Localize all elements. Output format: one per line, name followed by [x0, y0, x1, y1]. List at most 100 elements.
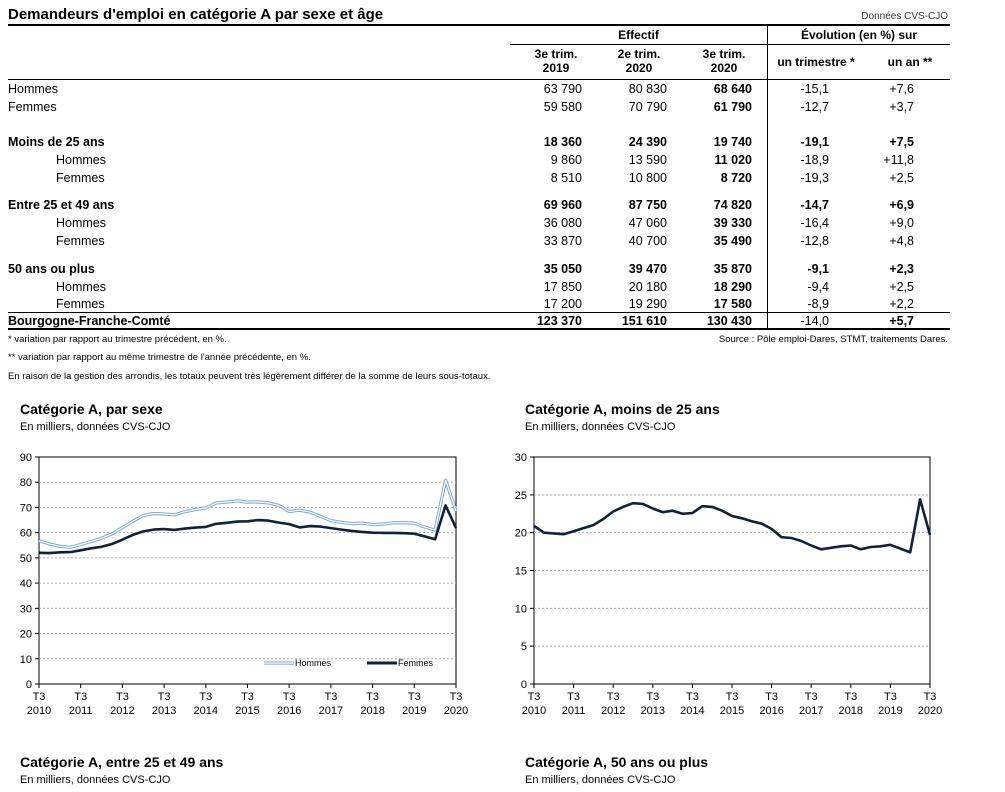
row-label: Hommes	[56, 216, 107, 230]
cell-a: +7,6	[889, 82, 914, 96]
table-row: Entre 25 et 49 ans 69 960 87 750 74 820 -14,…	[8, 198, 950, 216]
x-tick-label-top: T3	[33, 691, 46, 703]
y-tick-label: 60	[20, 528, 32, 540]
row-label: Bourgogne-Franche-Comté	[8, 314, 171, 328]
cell-t: -16,4	[800, 216, 830, 230]
series-line-hommes	[38, 479, 457, 548]
x-tick-label-top: T3	[283, 691, 296, 703]
col-header-q3: 3e trim. 2020	[688, 47, 760, 75]
table-row: Hommes 9 860 13 590 11 020 -18,9 +11,8	[8, 153, 950, 171]
x-tick-label-top: T3	[450, 691, 463, 703]
chart-sexe-subtitle: En milliers, données CVS-CJO	[20, 421, 171, 433]
col-header-an: un an **	[887, 55, 933, 69]
cell-t: -15,1	[800, 82, 830, 96]
x-tick-label-top: T3	[528, 691, 541, 703]
source-note: Source : Pôle emploi-Dares, STMT, traite…	[718, 334, 948, 345]
cell-v1: 33 870	[543, 234, 582, 248]
cell-v1: 35 050	[543, 262, 582, 276]
table-row: Bourgogne-Franche-Comté 123 370 151 610 130…	[8, 314, 950, 332]
chart-50plus-title: Catégorie A, 50 ans ou plus	[525, 754, 709, 770]
y-tick-label: 10	[20, 654, 32, 666]
col-header-q1: 3e trim. 2019	[520, 47, 592, 75]
x-tick-label-top: T3	[884, 691, 897, 703]
note-annee: ** variation par rapport au même trimest…	[8, 352, 311, 363]
cell-v3: 39 330	[713, 216, 752, 230]
cell-a: +4,8	[889, 234, 914, 248]
y-tick-label: 20	[515, 528, 527, 540]
row-label: Moins de 25 ans	[8, 135, 105, 149]
col-header-q1-line2: 2019	[542, 61, 570, 75]
x-tick-label-year: 2011	[562, 705, 586, 717]
chart-moins25-subtitle: En milliers, données CVS-CJO	[525, 421, 676, 433]
x-tick-label-top: T3	[844, 691, 857, 703]
x-tick-label-year: 2012	[601, 705, 625, 717]
cell-a: +2,5	[889, 280, 914, 294]
x-tick-label-top: T3	[199, 691, 212, 703]
x-tick-label-top: T3	[646, 691, 659, 703]
cell-v2: 47 060	[628, 216, 667, 230]
cell-t: -12,8	[800, 234, 830, 248]
series-line-value	[533, 498, 932, 554]
col-header-q3-line2: 2020	[710, 61, 738, 75]
cell-t: -19,1	[800, 135, 830, 149]
row-label: Femmes	[56, 234, 105, 248]
cell-t: -9,4	[807, 280, 829, 294]
y-tick-label: 0	[521, 679, 527, 691]
total-top-rule	[8, 312, 950, 313]
cell-a: +6,9	[889, 198, 914, 212]
cell-v1: 123 370	[536, 314, 582, 328]
cell-v2: 80 830	[628, 82, 667, 96]
cell-a: +5,7	[889, 314, 914, 328]
table-row: Hommes 36 080 47 060 39 330 -16,4 +9,0	[8, 216, 950, 234]
table-row: Moins de 25 ans 18 360 24 390 19 740 -19,1 +7…	[8, 135, 950, 153]
cell-a: +2,3	[889, 262, 914, 276]
cell-v2: 70 790	[628, 100, 667, 114]
x-tick-label-top: T3	[567, 691, 580, 703]
x-tick-label-year: 2017	[319, 705, 343, 717]
cell-v3: 18 290	[713, 280, 752, 294]
cell-v3: 19 740	[713, 135, 752, 149]
y-tick-label: 5	[521, 641, 527, 653]
row-label: Hommes	[56, 280, 107, 294]
x-tick-label-top: T3	[241, 691, 254, 703]
chart-moins25-title: Catégorie A, moins de 25 ans	[525, 401, 720, 417]
x-tick-label-year: 2018	[839, 705, 863, 717]
cell-t: -19,3	[800, 171, 830, 185]
header-bottom-rule	[8, 79, 950, 80]
x-tick-label-top: T3	[607, 691, 620, 703]
note-arrondis: En raison de la gestion des arrondis, le…	[8, 371, 491, 382]
cell-v3: 61 790	[713, 100, 752, 114]
cell-t: -9,1	[807, 262, 829, 276]
plot-frame	[38, 456, 457, 685]
col-header-q2-line1: 2e trim.	[617, 47, 661, 61]
y-tick-label: 15	[515, 566, 527, 578]
cell-v1: 17 200	[543, 297, 582, 311]
page-title: Demandeurs d'emploi en catégorie A par s…	[8, 6, 384, 23]
chart-moins25: 0 5 10 15 20 25 30 T3 2010 T3 2011 T3 2012 T3 2013 T3 20…	[515, 452, 942, 717]
col-header-q2: 2e trim. 2020	[603, 47, 675, 75]
cell-v3: 8 720	[720, 171, 752, 185]
cell-t: -14,7	[800, 198, 830, 212]
cell-v1: 18 360	[543, 135, 582, 149]
cell-t: -18,9	[800, 153, 830, 167]
row-label: 50 ans ou plus	[8, 262, 95, 276]
x-tick-label-year: 2019	[402, 705, 426, 717]
table-top-rule	[8, 24, 950, 26]
table-row: Femmes 17 200 19 290 17 580 -8,9 +2,2	[8, 297, 950, 315]
cell-v2: 24 390	[628, 135, 667, 149]
x-tick-label-top: T3	[765, 691, 778, 703]
cell-a: +7,5	[889, 135, 914, 149]
row-label: Hommes	[8, 82, 59, 96]
cell-a: +2,2	[889, 297, 914, 311]
x-tick-label-year: 2016	[277, 705, 301, 717]
x-tick-label-year: 2013	[152, 705, 176, 717]
table-row: Femmes 8 510 10 800 8 720 -19,3 +2,5	[8, 171, 950, 189]
cell-v2: 87 750	[628, 198, 667, 212]
cell-v3: 130 430	[706, 314, 752, 328]
table-vertical-separator	[767, 26, 768, 330]
x-tick-label-top: T3	[805, 691, 818, 703]
cell-v1: 9 860	[550, 153, 582, 167]
table-row: Hommes 63 790 80 830 68 640 -15,1 +7,6	[8, 82, 950, 100]
header-effectif-rule	[510, 44, 767, 45]
y-tick-label: 30	[20, 603, 32, 615]
